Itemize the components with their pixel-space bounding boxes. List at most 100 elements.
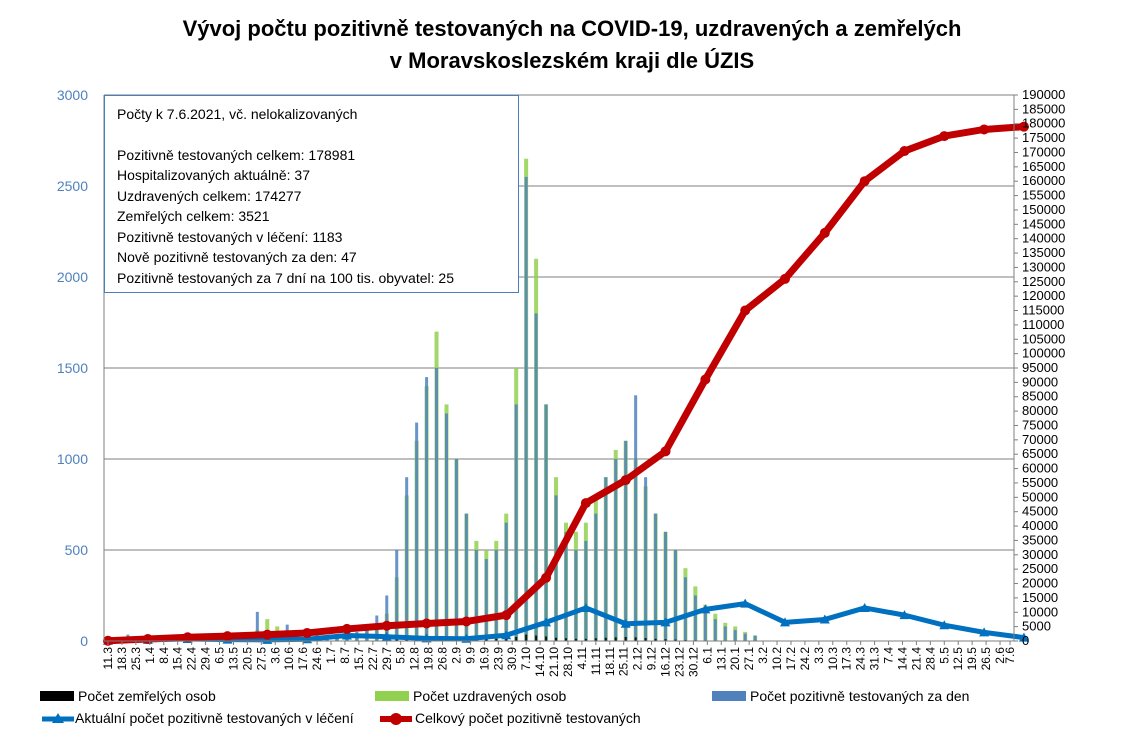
bar (574, 550, 578, 641)
right-tick-label: 50000 (1022, 489, 1058, 504)
bar (425, 377, 429, 641)
active-point (979, 627, 990, 637)
right-tick-label: 105000 (1022, 331, 1065, 346)
legend-recovered: Počet uzdravených osob (375, 688, 566, 704)
cumulative-point (899, 146, 910, 157)
x-tick-label: 29.7 (380, 647, 394, 671)
right-axis-ticks: 0500010000150002000025000300003500040000… (1014, 87, 1065, 648)
bar (435, 368, 439, 641)
x-tick-label: 9.9 (463, 647, 477, 664)
cumulative-point (421, 618, 432, 629)
x-tick-label: 8.4 (157, 647, 171, 664)
cumulative-point (620, 475, 631, 486)
legend-markers (42, 713, 412, 725)
cumulative-point (262, 629, 273, 640)
cumulative-point (541, 572, 552, 583)
bar (673, 550, 677, 641)
cumulative-point (979, 124, 990, 135)
right-tick-label: 175000 (1022, 130, 1065, 145)
info-7day-incidence: Pozitivně testovaných za 7 dní na 100 ti… (117, 269, 454, 286)
right-tick-label: 130000 (1022, 259, 1065, 274)
x-tick-label: 17.2 (784, 647, 798, 671)
x-tick-label: 27.1 (742, 647, 756, 671)
x-tick-label: 7.10 (519, 647, 533, 671)
cumulative-line (103, 121, 1029, 646)
cumulative-point (341, 623, 352, 634)
x-tick-label: 3.6 (268, 647, 282, 664)
cumulative-series-line (104, 123, 1028, 645)
x-tick-label: 4.11 (575, 647, 589, 670)
x-tick-label: 23.12 (672, 647, 686, 677)
legend-cumulative-marker (390, 713, 402, 725)
right-tick-label: 55000 (1022, 475, 1058, 490)
cumulative-point (779, 273, 790, 284)
right-tick-label: 125000 (1022, 274, 1065, 289)
left-tick-label: 1000 (57, 451, 88, 467)
cumulative-point (182, 632, 193, 643)
bar (385, 595, 389, 641)
bar (723, 626, 727, 641)
bar (614, 637, 617, 641)
bar (743, 633, 747, 641)
bar (255, 611, 259, 641)
left-tick-label: 2500 (57, 178, 88, 194)
bar (525, 634, 528, 641)
bar (395, 550, 399, 641)
right-tick-label: 0 (1022, 633, 1029, 648)
legend-deaths-label: Počet zemřelých osob (78, 688, 216, 704)
legend-positive-swatch (712, 691, 746, 701)
x-tick-label: 25.3 (129, 647, 143, 671)
bar (713, 619, 717, 641)
cumulative-point (302, 627, 313, 638)
x-tick-label: 2.9 (449, 647, 463, 664)
bar (584, 638, 587, 641)
bar (554, 495, 558, 641)
x-tick-label: 18.11 (603, 647, 617, 676)
x-tick-label: 12.5 (951, 647, 965, 671)
bar (484, 559, 488, 641)
right-tick-label: 185000 (1022, 101, 1065, 116)
left-axis-ticks: 0 500 1000 1500 2000 2500 3000 (57, 87, 88, 649)
x-tick-label: 24.2 (798, 647, 812, 671)
bar (733, 630, 737, 641)
x-tick-label: 2.12 (631, 647, 645, 671)
bar (495, 638, 498, 641)
right-tick-label: 75000 (1022, 417, 1058, 432)
right-tick-label: 15000 (1022, 590, 1058, 605)
bar (515, 636, 518, 641)
right-tick-label: 95000 (1022, 360, 1058, 375)
bar (693, 595, 697, 641)
bar (574, 638, 577, 641)
x-tick-label: 3.3 (812, 647, 826, 664)
active-point (421, 633, 432, 643)
x-tick-label: 28.4 (923, 647, 937, 671)
right-tick-label: 110000 (1022, 317, 1064, 332)
x-tick-label: 30.9 (505, 647, 519, 671)
info-box: Počty k 7.6.2021, vč. nelokalizovaných P… (104, 95, 519, 293)
active-point (541, 617, 552, 627)
x-tick-label: 10.3 (826, 647, 840, 671)
bar (634, 637, 637, 641)
legend-cumulative-label: Celkový počet pozitivně testovaných (415, 710, 641, 726)
right-tick-label: 160000 (1022, 173, 1065, 188)
bar (594, 513, 598, 641)
legend-active-marker (52, 713, 64, 723)
x-tick-label: 1.7 (324, 647, 338, 664)
x-tick-label: 5.5 (937, 647, 951, 664)
bar (703, 608, 707, 641)
bar (335, 637, 339, 641)
x-tick-label: 11.11 (589, 647, 603, 676)
cumulative-point (461, 616, 472, 627)
chart-title-line2: v Moravskoslezském kraji dle ÚZIS (389, 48, 755, 73)
bar (555, 637, 558, 641)
right-tick-label: 90000 (1022, 374, 1058, 389)
x-tick-label: 2.6 (993, 647, 1007, 664)
bar (683, 577, 687, 641)
left-tick-label: 3000 (57, 87, 88, 103)
bar (584, 540, 588, 641)
x-tick-label: 26.5 (979, 647, 993, 671)
bar (604, 477, 608, 641)
info-date-line: Počty k 7.6.2021, vč. nelokalizovaných (117, 106, 358, 122)
right-tick-label: 60000 (1022, 461, 1058, 476)
x-tick-label: 14.10 (533, 647, 547, 677)
